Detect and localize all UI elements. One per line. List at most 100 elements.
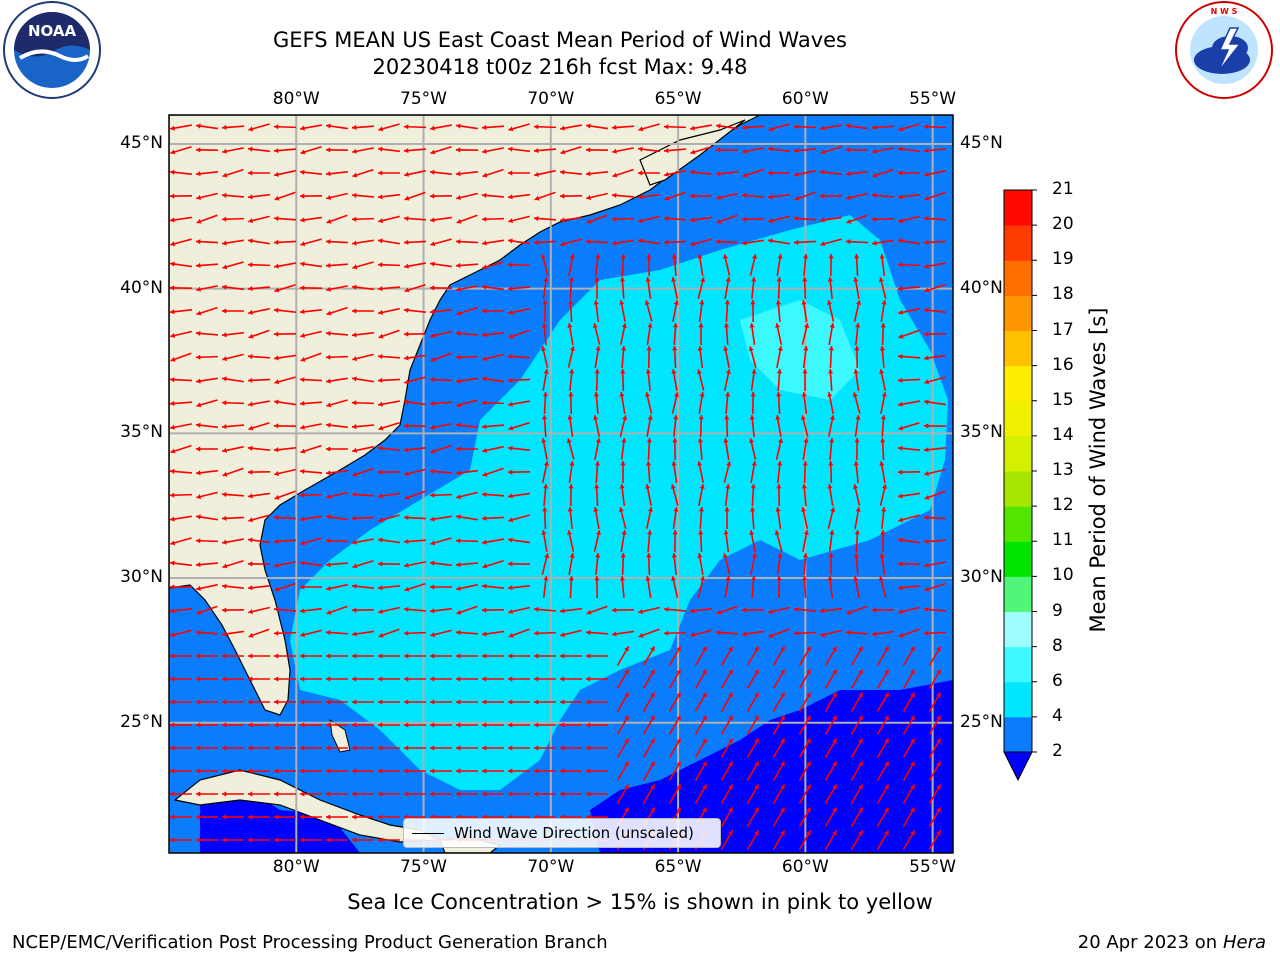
- wind-wave-arrowhead: [482, 148, 487, 154]
- wind-wave-arrowhead: [352, 837, 357, 843]
- wind-wave-arrowhead: [801, 507, 807, 512]
- wind-wave-arrowhead: [248, 653, 253, 659]
- colorbar-tick-label: 19: [1052, 249, 1074, 270]
- wind-wave-arrowhead: [768, 218, 774, 224]
- wind-wave-arrowhead: [924, 195, 930, 201]
- wind-wave-arrowhead: [352, 631, 357, 637]
- wind-wave-arrowhead: [664, 171, 669, 177]
- wind-wave-arrowhead: [542, 507, 548, 512]
- wind-wave-arrowhead: [404, 215, 409, 222]
- wind-wave-arrowhead: [404, 399, 409, 405]
- wind-wave-arrowhead: [560, 676, 565, 682]
- wind-wave-arrowhead: [820, 169, 825, 175]
- wind-wave-arrowhead: [482, 424, 487, 430]
- wind-wave-arrowhead: [430, 261, 435, 267]
- wind-wave-arrowhead: [326, 699, 331, 705]
- wind-wave-arrowhead: [794, 606, 799, 612]
- wind-wave-arrowhead: [723, 346, 729, 351]
- wind-wave-arrowhead: [482, 699, 487, 705]
- wind-wave-arrowhead: [936, 669, 941, 675]
- wind-wave-arrowhead: [482, 653, 487, 659]
- wind-wave-arrowhead: [924, 494, 930, 500]
- wind-wave-arrowhead: [827, 392, 833, 397]
- wind-wave-arrowhead: [898, 262, 903, 268]
- wind-wave-arrowhead: [274, 379, 280, 385]
- wind-wave-arrowhead: [664, 195, 670, 201]
- wind-wave-arrowhead: [879, 553, 885, 558]
- wind-wave-arrowhead: [855, 323, 861, 328]
- wind-wave-arrowhead: [846, 629, 851, 636]
- wind-wave-arrowhead: [671, 553, 677, 558]
- wind-wave-arrowhead: [855, 300, 862, 306]
- wind-wave-arrowhead: [300, 653, 305, 659]
- wind-wave-arrowhead: [196, 514, 201, 520]
- wind-wave-arrowhead: [300, 584, 305, 590]
- wind-wave-arrowhead: [170, 400, 175, 407]
- wind-wave-arrowhead: [568, 300, 574, 305]
- wind-wave-arrowhead: [742, 607, 747, 613]
- lat-tick-left: 35°N: [120, 422, 163, 443]
- wind-wave-arrowhead: [170, 261, 175, 267]
- lat-tick-right: 45°N: [960, 132, 1003, 153]
- wind-wave-arrowhead: [676, 715, 681, 721]
- wind-wave-arrowhead: [482, 240, 487, 246]
- colorbar-tick-label: 20: [1052, 214, 1074, 235]
- wind-wave-arrowhead: [326, 676, 331, 682]
- colorbar-segment: [1004, 260, 1032, 296]
- colorbar-tick-label: 9: [1052, 600, 1063, 621]
- footer-date: 20 Apr 2023 on Hera: [1078, 932, 1266, 953]
- colorbar-segment: [1004, 295, 1032, 331]
- wind-wave-arrowhead: [858, 807, 863, 813]
- wind-wave-arrowhead: [699, 392, 705, 397]
- wind-wave-arrowhead: [646, 346, 652, 351]
- wind-wave-arrowhead: [482, 192, 487, 198]
- wind-wave-arrowhead: [910, 761, 915, 767]
- wind-wave-arrowhead: [751, 277, 757, 282]
- wind-wave-arrowhead: [852, 392, 858, 398]
- wind-wave-arrowhead: [624, 669, 629, 675]
- wind-wave-arrowhead: [543, 461, 549, 466]
- wind-wave-arrowhead: [924, 470, 930, 477]
- wind-wave-arrowhead: [728, 692, 733, 698]
- wind-wave-arrowhead: [300, 356, 306, 362]
- wind-wave-arrowhead: [644, 392, 651, 398]
- wind-wave-arrowhead: [543, 484, 549, 489]
- wind-wave-arrowhead: [248, 262, 253, 268]
- wind-wave-arrowhead: [829, 323, 835, 328]
- wind-wave-arrowhead: [830, 507, 836, 513]
- wind-wave-arrowhead: [404, 124, 409, 130]
- wind-wave-arrowhead: [456, 354, 461, 360]
- wind-wave-arrowhead: [543, 277, 549, 282]
- wind-wave-arrowhead: [936, 692, 941, 698]
- lon-tick-top: 70°W: [527, 89, 575, 109]
- chart-title: GEFS MEAN US East Coast Mean Period of W…: [273, 28, 847, 52]
- wind-wave-arrowhead: [827, 576, 833, 581]
- wind-wave-arrowhead: [300, 448, 306, 454]
- wind-wave-arrowhead: [586, 194, 592, 201]
- wind-wave-arrowhead: [846, 147, 851, 153]
- wind-wave-arrowhead: [222, 356, 228, 362]
- wind-wave-arrowhead: [170, 814, 175, 820]
- wind-wave-arrowhead: [326, 218, 332, 224]
- wind-wave-arrowhead: [690, 217, 695, 223]
- wind-wave-arrowhead: [826, 300, 833, 306]
- wind-wave-arrowhead: [671, 277, 677, 282]
- wind-wave-arrowhead: [728, 646, 733, 652]
- wind-wave-arrowhead: [878, 277, 884, 283]
- wind-wave-arrowhead: [196, 218, 202, 224]
- wind-wave-arrowhead: [878, 576, 884, 582]
- wind-wave-arrowhead: [222, 240, 227, 246]
- legend-line-swatch: [412, 832, 444, 834]
- wind-wave-arrowhead: [638, 146, 643, 152]
- wind-wave-arrowhead: [542, 392, 548, 397]
- wind-wave-arrowhead: [430, 309, 435, 315]
- wind-wave-arrowhead: [586, 699, 591, 705]
- wind-wave-arrowhead: [664, 124, 669, 130]
- wind-wave-arrowhead: [725, 576, 731, 581]
- wind-wave-arrowhead: [638, 170, 643, 176]
- wind-wave-arrowhead: [854, 438, 860, 443]
- wind-wave-arrowhead: [924, 562, 929, 568]
- wind-wave-arrowhead: [801, 484, 807, 489]
- wind-wave-arrowhead: [326, 814, 331, 820]
- wind-wave-arrowhead: [404, 722, 409, 728]
